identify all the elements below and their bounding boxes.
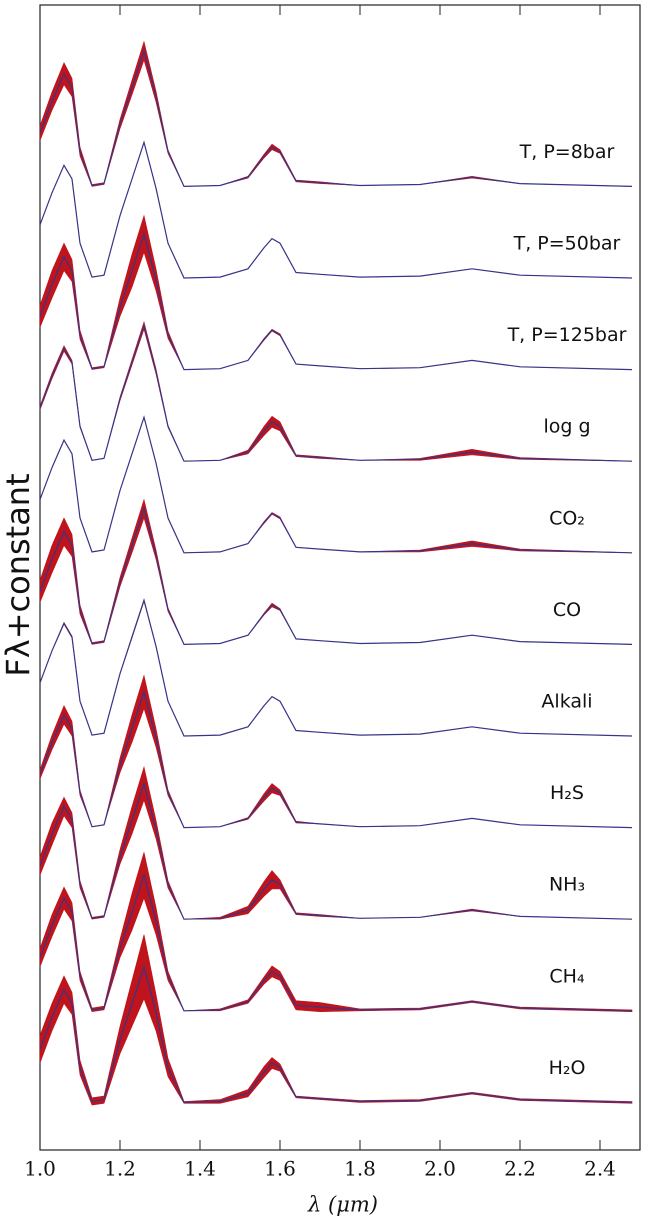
spectrum-label: CO₂ — [549, 507, 585, 529]
spectrum-line — [39, 415, 633, 554]
spectrum-line — [39, 140, 633, 279]
spectrum-line — [39, 506, 633, 646]
error-band — [39, 934, 633, 1106]
spectrum-line — [39, 598, 633, 737]
spectrum-line — [39, 231, 633, 371]
plot-frame — [39, 4, 641, 1151]
spectrum-line — [39, 873, 633, 1012]
spectrum-line — [39, 323, 633, 462]
spectrum-label: T, P=125bar — [507, 324, 627, 346]
x-axis-label: λ (μm) — [307, 1193, 378, 1217]
x-tick-label: 2.2 — [504, 1157, 536, 1181]
spectrum-label: H₂O — [549, 1057, 586, 1079]
spectrum-label: Alkali — [541, 690, 592, 712]
spectrum-label: CH₄ — [549, 965, 585, 987]
spectrum-label: log g — [543, 416, 590, 438]
error-band — [39, 852, 633, 1013]
spectrum-label: T, P=50bar — [513, 232, 621, 254]
y-axis-label: Fλ+constant — [0, 473, 37, 676]
x-tick-label: 2.4 — [584, 1157, 616, 1181]
x-tick-label: 1.8 — [344, 1157, 376, 1181]
spectrum-line — [39, 48, 633, 188]
x-tick-label: 1.2 — [104, 1157, 136, 1181]
spectrum-label: T, P=8bar — [519, 141, 615, 163]
spectrum-line — [39, 689, 633, 829]
error-band — [39, 498, 633, 645]
x-tick-label: 2.0 — [424, 1157, 456, 1181]
spectrum-line — [39, 781, 633, 920]
spectrum-line — [39, 964, 633, 1104]
x-tick-label: 1.6 — [264, 1157, 296, 1181]
x-tick-label: 1.0 — [24, 1157, 56, 1181]
error-band — [39, 765, 633, 920]
spectrum-label: CO — [553, 599, 581, 621]
spectrum-label: H₂S — [550, 782, 584, 804]
x-tick-label: 1.4 — [184, 1157, 216, 1181]
error-band — [39, 598, 633, 737]
error-band — [39, 40, 633, 187]
spectrum-label: NH₃ — [549, 874, 585, 896]
